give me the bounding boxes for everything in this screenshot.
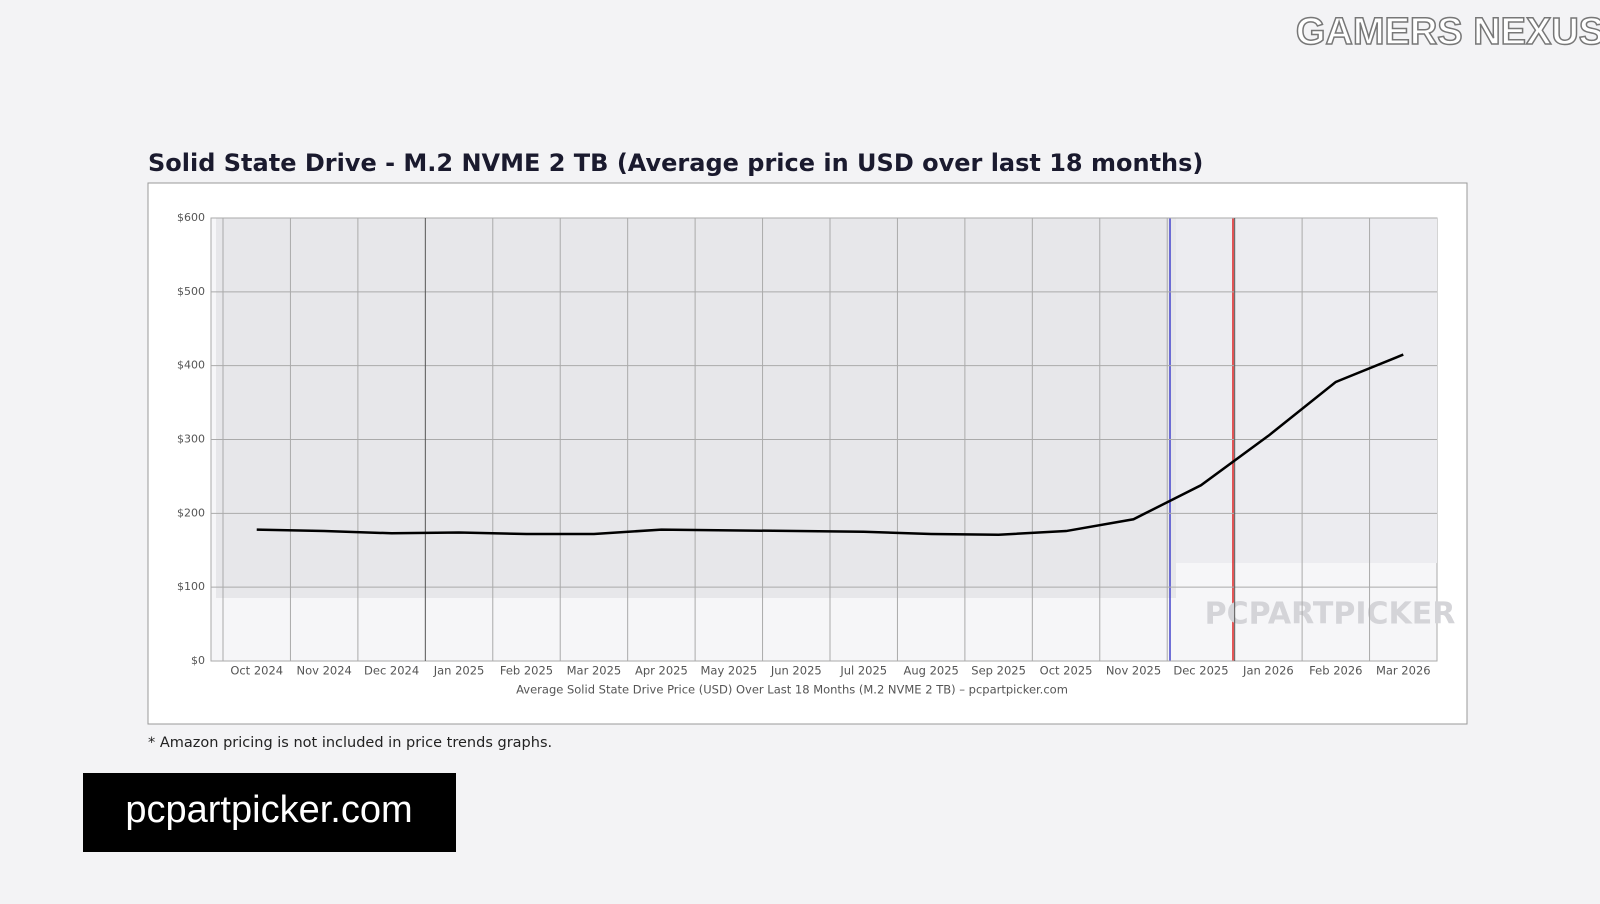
x-axis-label: Average Solid State Drive Price (USD) Ov… (516, 683, 1068, 697)
x-tick-label: Nov 2024 (296, 664, 351, 678)
source-badge-box (83, 773, 456, 852)
x-tick-label: Feb 2025 (500, 664, 553, 678)
x-tick-label: Dec 2025 (1173, 664, 1228, 678)
x-tick-label: Aug 2025 (903, 664, 958, 678)
y-tick-label: $0 (191, 654, 205, 667)
y-tick-label: $100 (177, 580, 205, 593)
x-tick-label: Jul 2025 (839, 664, 887, 678)
x-tick-label: Jun 2025 (770, 664, 822, 678)
y-tick-label: $500 (177, 285, 205, 298)
x-tick-label: Feb 2026 (1309, 664, 1362, 678)
x-tick-label: Mar 2025 (567, 664, 622, 678)
source-badge: pcpartpicker.com (125, 789, 412, 831)
watermark: PCPARTPICKER (1205, 597, 1456, 632)
x-tick-label: Jan 2026 (1242, 664, 1294, 678)
x-tick-label: Dec 2024 (364, 664, 419, 678)
footnote: * Amazon pricing is not included in pric… (148, 735, 552, 751)
x-tick-label: Nov 2025 (1106, 664, 1161, 678)
y-tick-label: $400 (177, 359, 205, 372)
x-tick-label: Oct 2024 (230, 664, 283, 678)
x-tick-label: Apr 2025 (635, 664, 688, 678)
brand-logo: GAMERS NEXUS (1296, 11, 1600, 53)
x-tick-label: Oct 2025 (1040, 664, 1093, 678)
y-tick-label: $600 (177, 211, 205, 224)
chart-title: Solid State Drive - M.2 NVME 2 TB (Avera… (148, 149, 1203, 177)
y-tick-label: $300 (177, 433, 205, 446)
x-tick-label: May 2025 (700, 664, 757, 678)
x-tick-label: Jan 2025 (433, 664, 485, 678)
x-tick-label: Sep 2025 (971, 664, 1026, 678)
price-line (256, 353, 1404, 536)
x-tick-label: Mar 2026 (1376, 664, 1431, 678)
price-spread (1176, 218, 1437, 563)
y-tick-label: $200 (177, 506, 205, 519)
